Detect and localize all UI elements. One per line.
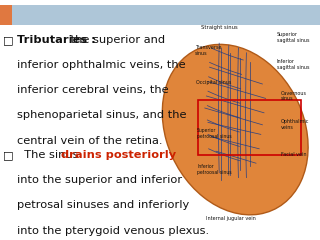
FancyBboxPatch shape — [0, 5, 320, 25]
Text: Inferior
sagittal sinus: Inferior sagittal sinus — [277, 60, 309, 70]
Text: inferior cerebral veins, the: inferior cerebral veins, the — [17, 85, 168, 95]
Text: inferior ophthalmic veins, the: inferior ophthalmic veins, the — [17, 60, 185, 70]
Text: central vein of the retina.: central vein of the retina. — [17, 136, 162, 146]
Text: Tributaries :: Tributaries : — [17, 35, 95, 45]
Ellipse shape — [162, 44, 308, 215]
Text: the superior and: the superior and — [67, 35, 165, 45]
Text: sphenoparietal sinus, and the: sphenoparietal sinus, and the — [17, 110, 186, 120]
Text: petrosal sinuses and inferiorly: petrosal sinuses and inferiorly — [17, 200, 189, 210]
Text: The sinus: The sinus — [17, 150, 82, 160]
Text: Ophthalmic
veins: Ophthalmic veins — [281, 120, 309, 130]
Text: into the superior and inferior: into the superior and inferior — [17, 175, 182, 185]
Text: Occipital sinus: Occipital sinus — [196, 80, 232, 85]
Text: Straight sinus: Straight sinus — [201, 25, 237, 30]
FancyBboxPatch shape — [0, 5, 12, 25]
Text: Internal jugular vein: Internal jugular vein — [205, 216, 255, 221]
Text: □: □ — [3, 35, 13, 45]
Text: Superior
petroosal sinus: Superior petroosal sinus — [197, 128, 232, 139]
Text: Inferior
petroosal sinus: Inferior petroosal sinus — [197, 164, 232, 175]
Text: □: □ — [3, 150, 13, 160]
Text: Cavernous
sinus: Cavernous sinus — [281, 90, 307, 101]
Text: Superior
sagittal sinus: Superior sagittal sinus — [277, 32, 309, 43]
Text: drains posteriorly: drains posteriorly — [61, 150, 176, 160]
Text: Transverse
sinus: Transverse sinus — [195, 45, 221, 56]
Text: into the pterygoid venous plexus.: into the pterygoid venous plexus. — [17, 226, 209, 236]
Text: Facial vein: Facial vein — [281, 152, 307, 157]
